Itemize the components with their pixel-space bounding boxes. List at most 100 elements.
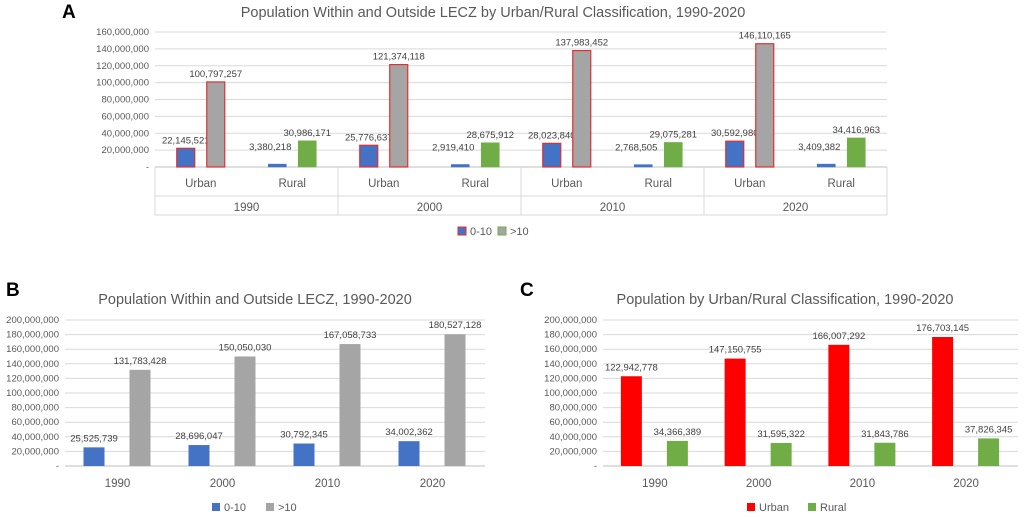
panel-a-bar-gt10 xyxy=(572,49,592,168)
panel-c-bar-urban xyxy=(932,337,954,466)
panel-c-y-tick-label: 120,000,000 xyxy=(544,373,597,384)
panel-a-x-year-label: 2020 xyxy=(783,202,809,214)
panel-a-x-subcategory-label: Urban xyxy=(551,178,582,190)
panel-a-data-label: 28,675,912 xyxy=(466,130,514,141)
panel-a-data-label: 121,374,118 xyxy=(373,52,425,63)
panel-a-title: Population Within and Outside LECZ by Ur… xyxy=(241,5,746,21)
panel-c-y-tick-label: 80,000,000 xyxy=(549,403,597,414)
panel-b-y-tick-label: 120,000,000 xyxy=(6,373,59,384)
panel-a-y-tick-label: 20,000,000 xyxy=(101,145,149,156)
panel-b-bar-0-10 xyxy=(83,447,105,466)
panel-c-y-tick-label: 60,000,000 xyxy=(549,417,597,428)
panel-a-x-subcategory-label: Rural xyxy=(645,178,672,190)
panel-b-title: Population Within and Outside LECZ, 1990… xyxy=(98,292,412,308)
panel-b-x-tick-label: 2010 xyxy=(315,478,341,490)
panel-a-y-tick-label: 100,000,000 xyxy=(96,78,149,89)
panel-c-legend-swatch-urban xyxy=(747,503,755,511)
panel-b-bar-0-10 xyxy=(293,443,315,466)
panel-b-y-tick-label: 140,000,000 xyxy=(6,359,59,370)
panel-a-legend-swatch-gt10 xyxy=(497,226,507,236)
panel-c-data-label: 122,942,778 xyxy=(605,362,658,373)
panel-b-data-label: 131,783,428 xyxy=(114,356,167,367)
panel-a-x-subcategory-label: Rural xyxy=(279,178,306,190)
panel-a-data-label: 137,983,452 xyxy=(555,38,608,49)
panel-a-data-label: 25,776,637 xyxy=(345,132,393,143)
panel-a-data-label: 3,380,218 xyxy=(249,142,291,153)
panel-c-data-label: 37,826,345 xyxy=(965,424,1013,435)
panel-b-data-label: 167,058,733 xyxy=(324,330,377,341)
panel-a-data-label: 30,592,980 xyxy=(711,128,759,139)
panel-a-x-year-label: 1990 xyxy=(234,202,260,214)
panel-a-bar-0-10 xyxy=(816,163,836,168)
panel-b-legend-label-0-10: 0-10 xyxy=(224,502,246,514)
panel-c-data-label: 147,150,755 xyxy=(709,345,762,356)
panel-a-data-label: 100,797,257 xyxy=(189,69,242,80)
panel-c-y-tick-label: - xyxy=(594,461,597,472)
panel-a-data-label: 146,110,165 xyxy=(739,31,791,42)
panel-c-data-label: 166,007,292 xyxy=(812,331,865,342)
panel-a-data-label: 34,416,963 xyxy=(832,125,880,136)
panel-b-y-tick-label: - xyxy=(56,461,59,472)
panel-a-data-label: 3,409,382 xyxy=(798,142,840,153)
panel-a-y-tick-label: 120,000,000 xyxy=(96,61,149,72)
panel-a-legend: 0-10 >10 xyxy=(457,226,529,238)
panel-a-x-subcategory-label: Urban xyxy=(734,178,765,190)
panel-b-data-label: 30,792,345 xyxy=(280,430,328,441)
panel-c-bar-rural xyxy=(978,438,1000,466)
panel-a-data-label: 22,145,521 xyxy=(162,135,210,146)
panel-a-legend-swatch-0-10 xyxy=(457,226,467,236)
panel-b-letter: B xyxy=(6,280,20,301)
panel-c-data-label: 31,595,322 xyxy=(757,429,805,440)
panel-c-bar-rural xyxy=(770,442,792,466)
panel-a-bar-gt10 xyxy=(480,142,500,168)
panel-a-y-tick-label: 140,000,000 xyxy=(96,44,149,55)
panel-b-legend-label-gt10: >10 xyxy=(278,502,297,514)
panel-b-legend: 0-10 >10 xyxy=(212,502,297,514)
panel-a-legend-label-gt10: >10 xyxy=(510,226,529,238)
panel-b-data-label: 150,050,030 xyxy=(219,342,272,353)
panel-c-y-tick-label: 100,000,000 xyxy=(544,388,597,399)
panel-a-y-tick-label: 40,000,000 xyxy=(101,128,149,139)
panel-b-y-tick-label: 160,000,000 xyxy=(6,344,59,355)
panel-a-data-label: 28,023,840 xyxy=(528,130,576,141)
panel-c-y-tick-label: 200,000,000 xyxy=(544,315,597,326)
panel-c-bar-rural xyxy=(874,442,896,466)
panel-b-y-tick-label: 40,000,000 xyxy=(11,432,59,443)
panel-b-legend-swatch-0-10 xyxy=(212,503,220,511)
panel-b-x-tick-label: 1990 xyxy=(105,478,131,490)
panel-a-x-subcategory-label: Urban xyxy=(368,178,399,190)
panel-b-bar-gt10 xyxy=(129,369,151,466)
panel-c-title: Population by Urban/Rural Classification… xyxy=(617,292,954,308)
panel-c-chart: C Population by Urban/Rural Classificati… xyxy=(520,280,1018,514)
panel-a-x-year-label: 2010 xyxy=(600,202,626,214)
panel-b-bar-0-10 xyxy=(398,441,420,466)
panel-a-data-label: 29,075,281 xyxy=(649,129,697,140)
panel-b-chart: B Population Within and Outside LECZ, 19… xyxy=(6,280,485,514)
panel-c-x-tick-label: 1990 xyxy=(642,478,668,490)
panel-c-y-tick-label: 20,000,000 xyxy=(549,446,597,457)
panel-b-bar-0-10 xyxy=(188,445,210,466)
panel-c-y-tick-label: 160,000,000 xyxy=(544,344,597,355)
panel-a-bar-gt10 xyxy=(206,81,226,168)
panel-c-y-tick-label: 140,000,000 xyxy=(544,359,597,370)
panel-c-legend: Urban Rural xyxy=(747,502,846,514)
panel-b-x-tick-label: 2020 xyxy=(420,478,446,490)
panel-a-y-tick-label: - xyxy=(146,162,149,173)
panel-c-x-tick-label: 2000 xyxy=(746,478,772,490)
panel-a-bar-0-10 xyxy=(359,144,379,168)
panel-a-x-subcategory-label: Rural xyxy=(828,178,855,190)
panel-b-data-label: 34,002,362 xyxy=(385,427,433,438)
panel-a-x-subcategory-label: Rural xyxy=(462,178,489,190)
panel-b-data-label: 180,527,128 xyxy=(429,320,482,331)
panel-a-data-label: 2,768,505 xyxy=(615,143,657,154)
panel-a-y-tick-label: 160,000,000 xyxy=(96,27,149,38)
panel-b-y-tick-label: 60,000,000 xyxy=(11,417,59,428)
panel-b-bar-gt10 xyxy=(234,356,256,466)
panel-a-x-subcategory-label: Urban xyxy=(185,178,216,190)
panel-a-bar-gt10 xyxy=(663,142,683,168)
panel-b-y-tick-label: 20,000,000 xyxy=(11,446,59,457)
panel-c-bar-urban xyxy=(828,344,850,466)
panel-c-x-tick-label: 2010 xyxy=(850,478,876,490)
panel-c-legend-label-rural: Rural xyxy=(820,502,846,514)
